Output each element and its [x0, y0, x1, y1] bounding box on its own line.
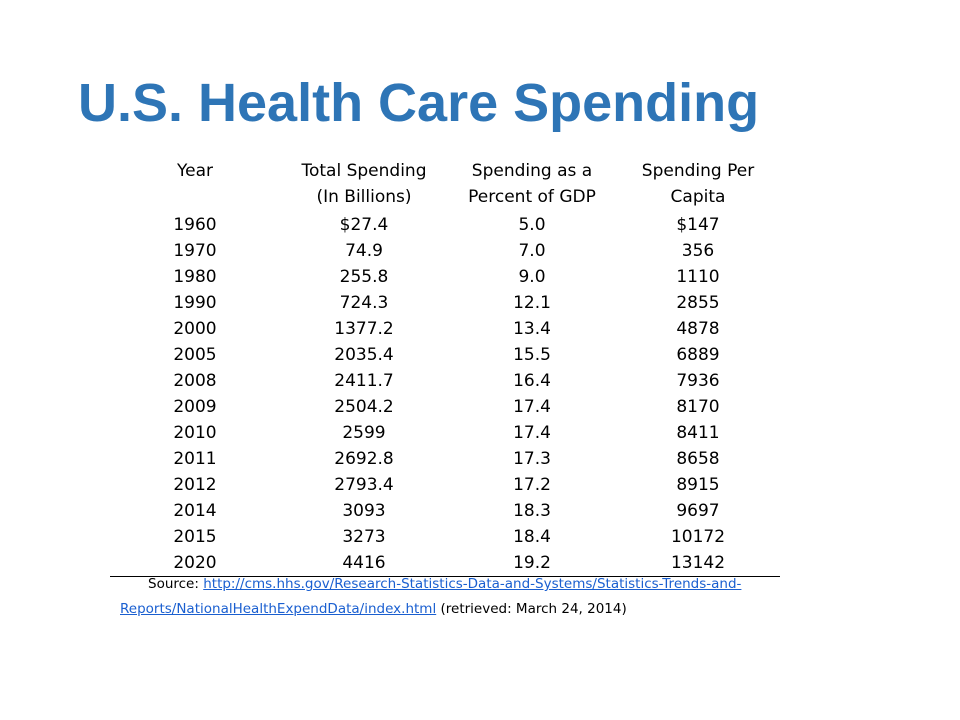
slide-title: U.S. Health Care Spending — [78, 73, 760, 133]
cell-percent-gdp: 12.1 — [513, 293, 551, 313]
header-total-spending: Total Spending (In Billions) — [280, 158, 448, 212]
cell-year: 2020 — [110, 550, 280, 577]
header-year: Year — [110, 158, 280, 212]
cell-percent-gdp: 19.2 — [448, 550, 616, 577]
header-gdp-line-2: Percent of GDP — [468, 187, 596, 207]
cell-per-capita: $147 — [676, 215, 720, 235]
cell-year: 1970 — [173, 241, 217, 261]
table-row: 1960 $27.4 5.0 $147 — [110, 212, 780, 238]
cell-year: 1960 — [173, 215, 217, 235]
cell-total-spending: 2793.4 — [334, 475, 394, 495]
cell-year: 2000 — [173, 319, 217, 339]
cell-per-capita: 13142 — [616, 550, 780, 577]
header-capita-line-1: Spending Per — [641, 161, 755, 181]
source-line-2: Reports/NationalHealthExpendData/index.h… — [120, 597, 800, 622]
cell-per-capita: 7936 — [676, 371, 720, 391]
cell-per-capita: 8915 — [676, 475, 720, 495]
table-row: 2020 4416 19.2 13142 — [110, 550, 780, 577]
cell-total-spending: 2411.7 — [334, 371, 394, 391]
cell-total-spending: 2599 — [342, 423, 386, 443]
cell-per-capita: 4878 — [676, 319, 720, 339]
cell-percent-gdp: 7.0 — [518, 241, 546, 261]
source-link-part-1[interactable]: http://cms.hhs.gov/Research-Statistics-D… — [203, 576, 742, 592]
cell-total-spending: 2692.8 — [334, 449, 394, 469]
header-year-line-1: Year — [177, 161, 213, 181]
cell-percent-gdp: 5.0 — [518, 215, 546, 235]
cell-year: 2014 — [173, 501, 217, 521]
cell-percent-gdp: 15.5 — [513, 345, 551, 365]
source-link-part-2[interactable]: Reports/NationalHealthExpendData/index.h… — [120, 601, 437, 617]
cell-per-capita: 6889 — [676, 345, 720, 365]
header-per-capita: Spending Per Capita — [616, 158, 780, 212]
cell-year: 2008 — [173, 371, 217, 391]
table-row: 2012 2793.4 17.2 8915 — [110, 472, 780, 498]
table-body: 1960 $27.4 5.0 $147 1970 74.9 7.0 356 1980 255.8 9… — [110, 212, 780, 577]
header-gdp-line-1: Spending as a — [471, 161, 593, 181]
table-row: 2008 2411.7 16.4 7936 — [110, 368, 780, 394]
cell-total-spending: $27.4 — [339, 215, 389, 235]
spending-table: Year Total Spending (In Billions) Spendi… — [110, 158, 780, 577]
cell-per-capita: 2855 — [676, 293, 720, 313]
cell-total-spending: 3093 — [342, 501, 386, 521]
table-row: 1980 255.8 9.0 1110 — [110, 264, 780, 290]
cell-total-spending: 2035.4 — [334, 345, 394, 365]
cell-percent-gdp: 17.4 — [513, 423, 551, 443]
cell-percent-gdp: 9.0 — [518, 267, 546, 287]
cell-per-capita: 356 — [681, 241, 715, 261]
header-total-line-2: (In Billions) — [316, 187, 412, 207]
header-total-line-1: Total Spending — [301, 161, 427, 181]
cell-year: 2010 — [173, 423, 217, 443]
cell-year: 2012 — [173, 475, 217, 495]
cell-per-capita: 9697 — [676, 501, 720, 521]
cell-per-capita: 8658 — [676, 449, 720, 469]
cell-total-spending: 3273 — [342, 527, 386, 547]
table-row: 2009 2504.2 17.4 8170 — [110, 394, 780, 420]
cell-total-spending: 74.9 — [345, 241, 383, 261]
table-row: 2014 3093 18.3 9697 — [110, 498, 780, 524]
table-row: 2015 3273 18.4 10172 — [110, 524, 780, 550]
source-note: Source: http://cms.hhs.gov/Research-Stat… — [120, 572, 800, 622]
cell-per-capita: 10172 — [670, 527, 726, 547]
table-row: 2005 2035.4 15.5 6889 — [110, 342, 780, 368]
table-row: 2000 1377.2 13.4 4878 — [110, 316, 780, 342]
cell-total-spending: 1377.2 — [334, 319, 394, 339]
cell-year: 2015 — [173, 527, 217, 547]
source-retrieved: (retrieved: March 24, 2014) — [436, 601, 627, 617]
cell-percent-gdp: 16.4 — [513, 371, 551, 391]
source-prefix: Source: — [148, 576, 204, 592]
cell-percent-gdp: 17.4 — [513, 397, 551, 417]
cell-year: 1990 — [173, 293, 217, 313]
cell-total-spending: 255.8 — [339, 267, 389, 287]
cell-per-capita: 1110 — [676, 267, 720, 287]
cell-total-spending: 724.3 — [339, 293, 389, 313]
table-row: 1990 724.3 12.1 2855 — [110, 290, 780, 316]
cell-year: 2011 — [173, 449, 217, 469]
cell-year: 2005 — [173, 345, 217, 365]
cell-percent-gdp: 18.4 — [513, 527, 551, 547]
cell-year: 1980 — [173, 267, 217, 287]
cell-percent-gdp: 17.2 — [513, 475, 551, 495]
cell-year: 2009 — [173, 397, 217, 417]
cell-total-spending: 2504.2 — [334, 397, 394, 417]
table-row: 1970 74.9 7.0 356 — [110, 238, 780, 264]
cell-per-capita: 8411 — [676, 423, 720, 443]
table-row: 2011 2692.8 17.3 8658 — [110, 446, 780, 472]
table-row: 2010 2599 17.4 8411 — [110, 420, 780, 446]
cell-total-spending: 4416 — [280, 550, 448, 577]
table-header-row: Year Total Spending (In Billions) Spendi… — [110, 158, 780, 212]
cell-per-capita: 8170 — [676, 397, 720, 417]
header-capita-line-2: Capita — [670, 187, 726, 207]
cell-percent-gdp: 17.3 — [513, 449, 551, 469]
header-percent-gdp: Spending as a Percent of GDP — [448, 158, 616, 212]
cell-percent-gdp: 13.4 — [513, 319, 551, 339]
cell-percent-gdp: 18.3 — [513, 501, 551, 521]
source-line-1: Source: http://cms.hhs.gov/Research-Stat… — [120, 572, 800, 597]
